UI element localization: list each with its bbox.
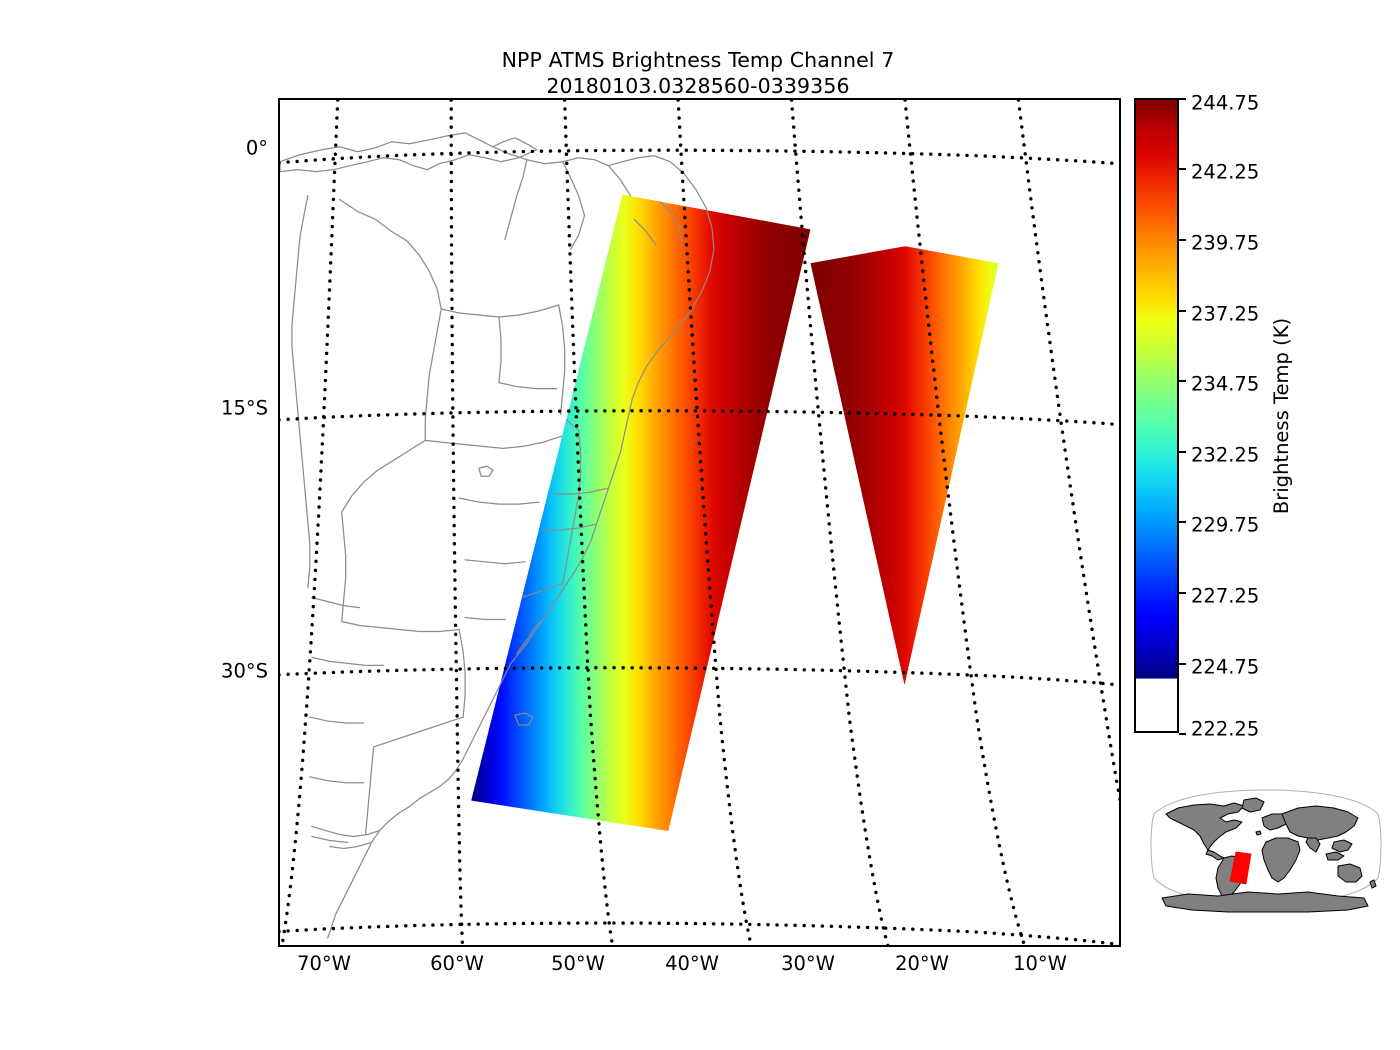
cbar-tick-mark-227-25 [1179, 592, 1186, 594]
cbar-tick-label-6: 229.75 [1191, 513, 1260, 537]
xtick-label-30w: 30°W [781, 952, 835, 975]
ytick-label-15s: 15°S [221, 396, 268, 420]
map-clip [280, 100, 1119, 945]
xtick-label-40w: 40°W [665, 952, 719, 975]
cbar-tick-mark-232-25 [1179, 451, 1186, 453]
xtick-label-20w: 20°W [895, 952, 949, 975]
satellite-swath [471, 194, 999, 862]
cbar-tick-mark-239-75 [1179, 239, 1186, 241]
colorbar-gradient [1136, 100, 1177, 679]
cbar-tick-mark-222-25 [1179, 733, 1186, 735]
figure-title-line1: NPP ATMS Brightness Temp Channel 7 [501, 48, 895, 72]
colorbar-axis-label: Brightness Temp (K) [1270, 317, 1293, 515]
cbar-tick-label-7: 227.25 [1191, 584, 1260, 608]
graticule-layer [280, 100, 1119, 945]
cbar-tick-label-8: 224.75 [1191, 655, 1260, 679]
cbar-tick-mark-234-75 [1179, 380, 1186, 382]
map-axes[interactable] [278, 98, 1121, 947]
cbar-tick-mark-237-25 [1179, 310, 1186, 312]
xtick-label-10w: 10°W [1013, 952, 1067, 975]
colorbar[interactable] [1134, 98, 1179, 733]
cbar-tick-mark-244-75 [1179, 98, 1186, 100]
cbar-tick-mark-242-25 [1179, 168, 1186, 170]
cbar-tick-label-2: 239.75 [1191, 231, 1260, 255]
figure-title: NPP ATMS Brightness Temp Channel 7 20180… [0, 47, 1398, 99]
cbar-tick-label-4: 234.75 [1191, 372, 1260, 396]
inset-world-map [1148, 786, 1384, 926]
xtick-label-60w: 60°W [430, 952, 484, 975]
ytick-label-0: 0° [245, 136, 268, 160]
cbar-tick-label-5: 232.25 [1191, 443, 1260, 467]
cbar-tick-mark-224-75 [1179, 663, 1186, 665]
xtick-label-50w: 50°W [551, 952, 605, 975]
cbar-tick-label-0: 244.75 [1191, 91, 1260, 115]
cbar-tick-label-9: 222.25 [1191, 717, 1260, 741]
figure-title-line2: 20180103.0328560-0339356 [546, 74, 850, 98]
ytick-label-30s: 30°S [221, 659, 268, 683]
cbar-tick-mark-229-75 [1179, 521, 1186, 523]
cbar-tick-label-3: 237.25 [1191, 302, 1260, 326]
cbar-tick-label-1: 242.25 [1191, 160, 1260, 184]
inset-map-svg [1150, 789, 1382, 913]
xtick-label-70w: 70°W [297, 952, 351, 975]
inset-swath-footprint [1229, 851, 1252, 885]
